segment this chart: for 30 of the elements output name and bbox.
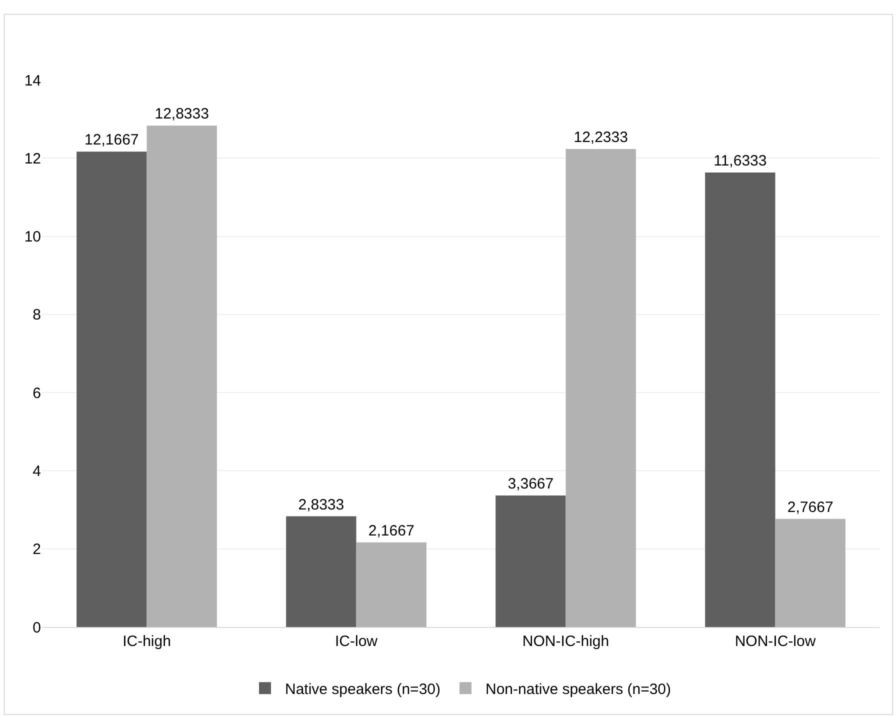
- x-tick-label: NON-IC-high: [522, 633, 610, 650]
- bar: [356, 542, 426, 627]
- y-tick-label: 12: [24, 150, 41, 168]
- data-label: 12,1667: [84, 132, 139, 149]
- data-label: 3,3667: [508, 475, 554, 492]
- y-tick-label: 10: [24, 228, 41, 246]
- data-label: 2,7667: [787, 498, 834, 516]
- y-tick-label: 4: [32, 462, 41, 480]
- data-label: 12,2333: [574, 129, 628, 146]
- y-tick-label: 0: [32, 619, 41, 636]
- y-tick-label: 2: [32, 541, 41, 558]
- legend-label: Native speakers (n=30): [285, 680, 440, 698]
- data-label: 2,8333: [298, 496, 344, 514]
- legend-label: Non-native speakers (n=30): [486, 680, 672, 698]
- bar: [76, 152, 147, 627]
- data-label: 2,1667: [368, 522, 414, 540]
- y-tick-label: 8: [32, 306, 41, 324]
- bar: [496, 495, 566, 627]
- x-tick-label: NON-IC-low: [734, 633, 816, 650]
- bar: [146, 126, 217, 627]
- data-label: 12,8333: [154, 106, 209, 123]
- bar: [286, 516, 356, 627]
- x-tick-label: IC-low: [334, 633, 378, 650]
- y-tick-label: 6: [32, 384, 41, 402]
- y-tick-label: 14: [24, 72, 41, 90]
- x-tick-label: IC-high: [122, 633, 171, 650]
- bar: [775, 518, 846, 627]
- data-label: 11,6333: [714, 152, 767, 170]
- bar: [566, 149, 636, 627]
- bar: [705, 172, 776, 627]
